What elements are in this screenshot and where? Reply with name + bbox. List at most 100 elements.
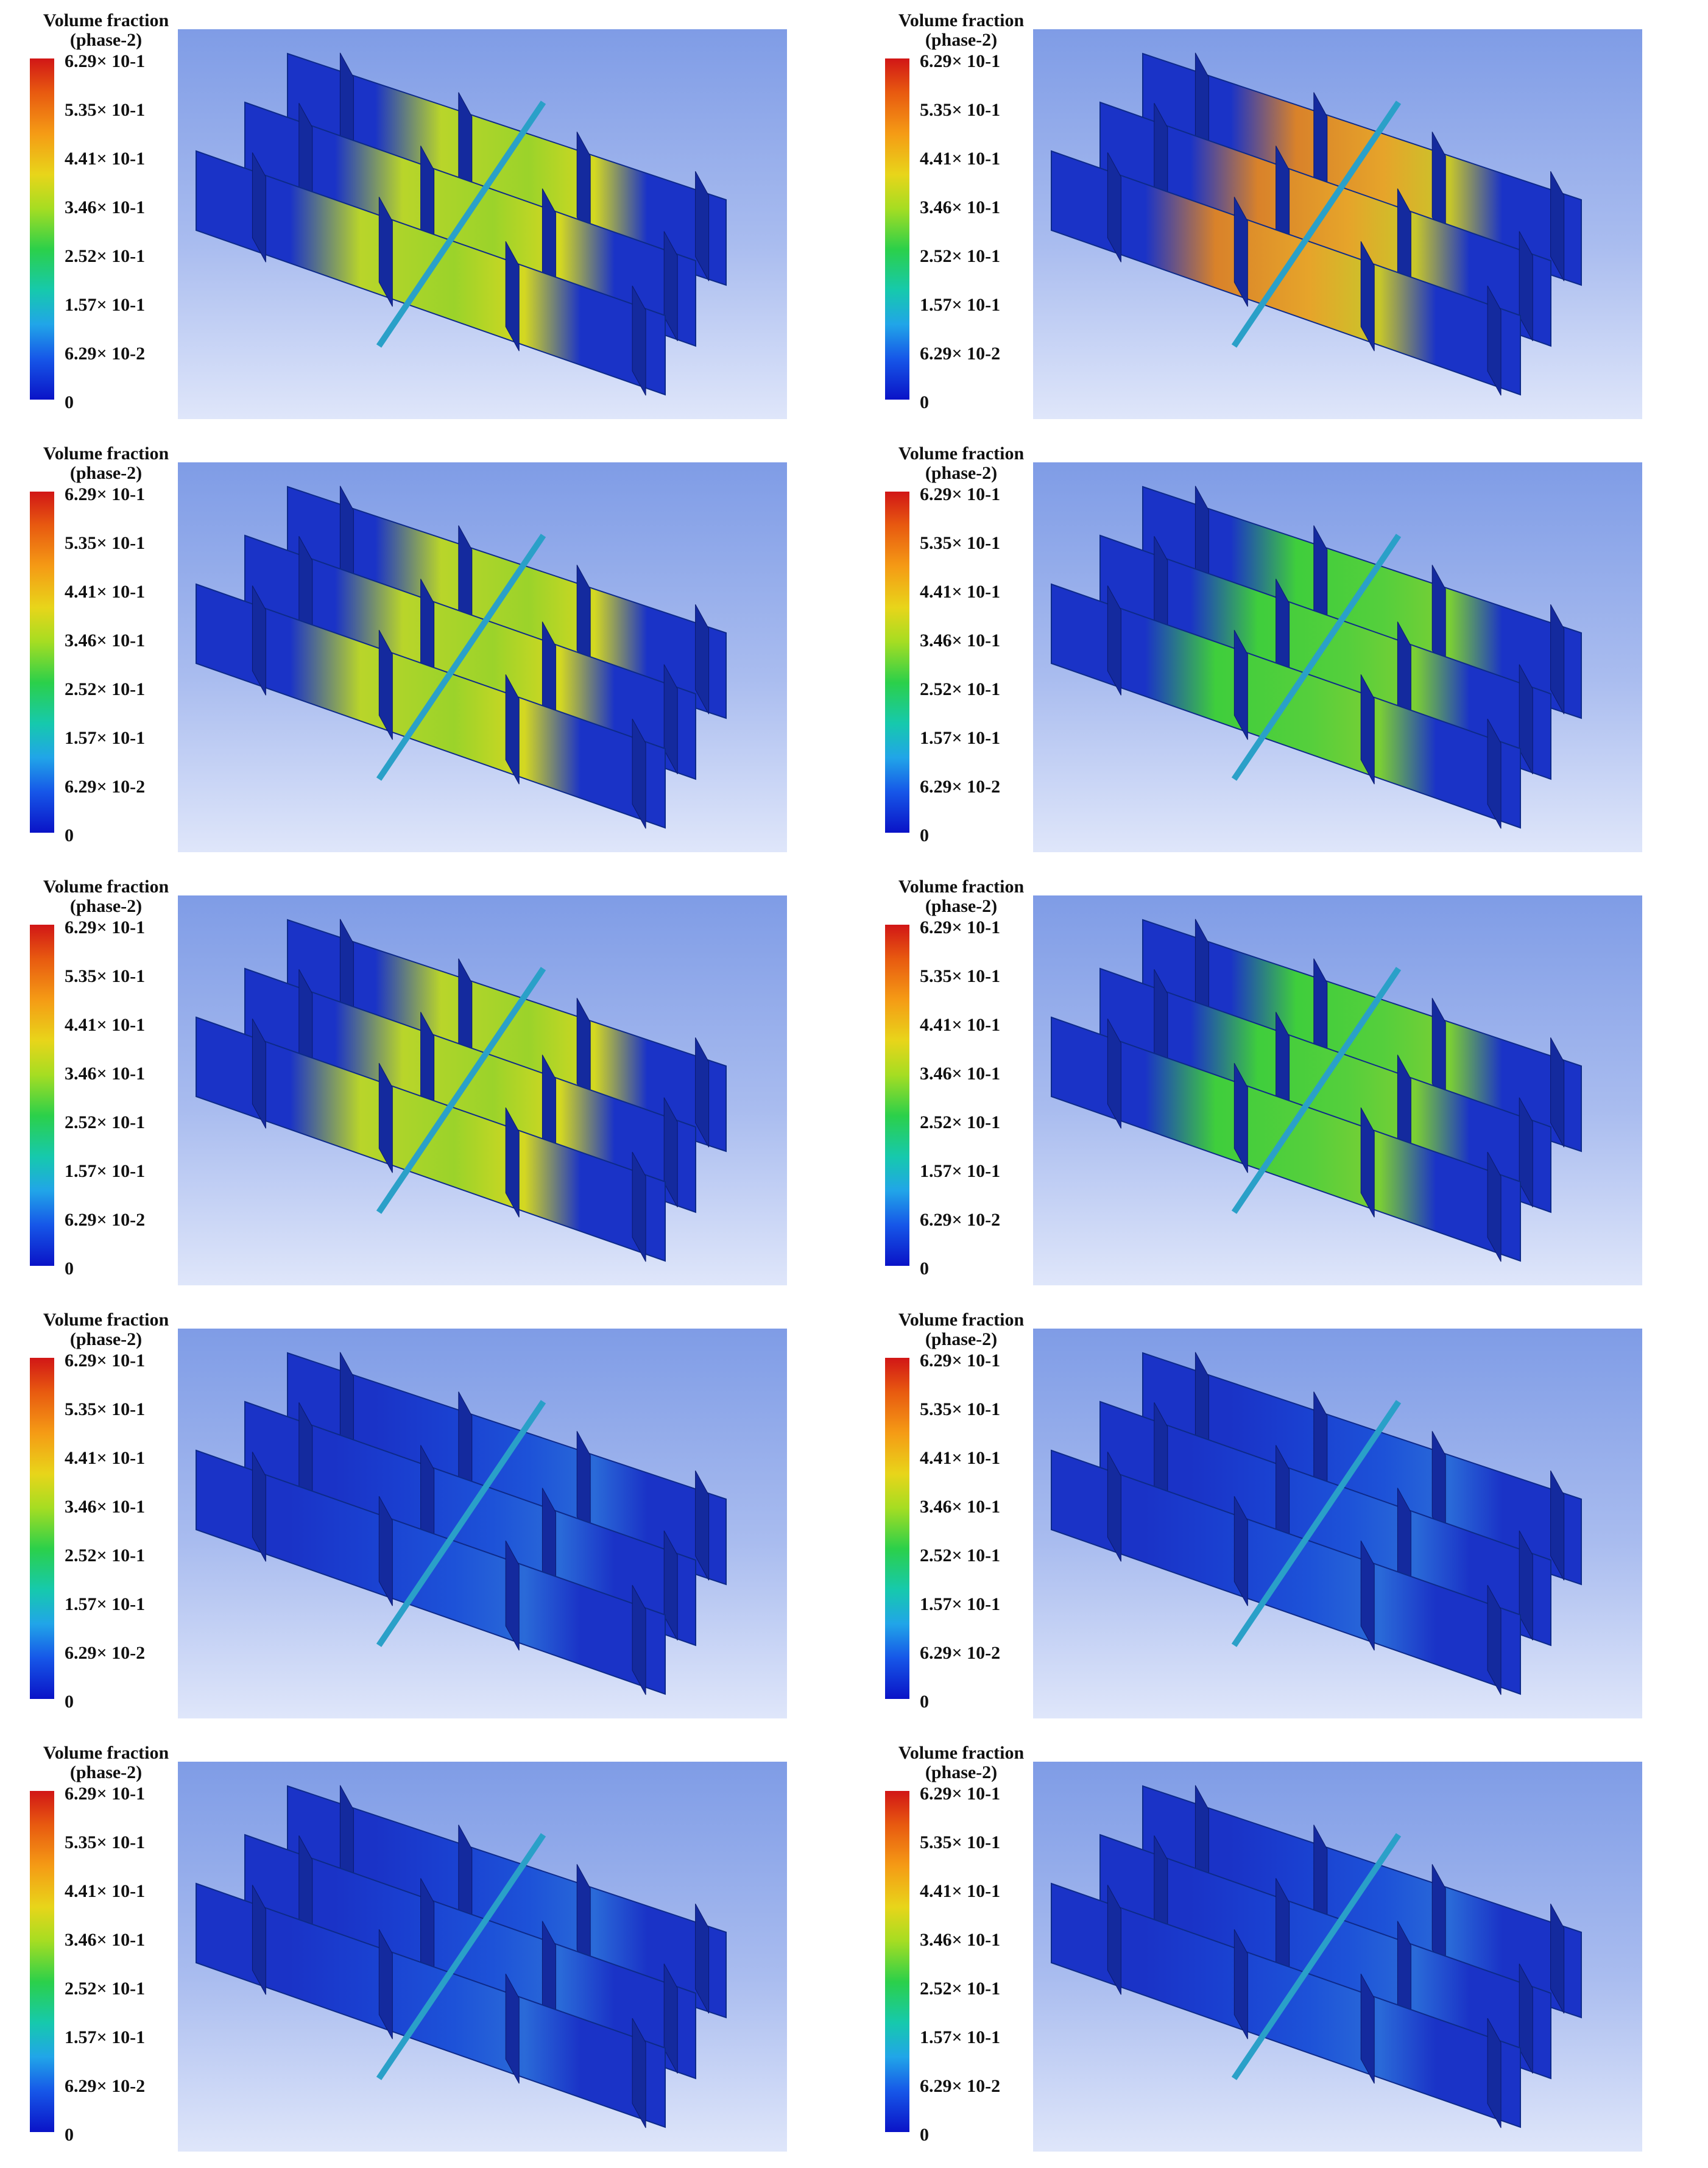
simulation-panel: Volume fraction (phase-2) 6.29× 10-1 5.35× … (855, 1732, 1708, 2166)
legend-title-line2: (phase-2) (69, 30, 143, 50)
colorbar-tick-label: 1.57× 10-1 (920, 2027, 1001, 2047)
colorbar-legend: Volume fraction (phase-2) 6.29× 10-1 5.35× … (9, 870, 173, 1290)
mixer-geometry (1051, 486, 1582, 829)
colorbar (30, 58, 54, 400)
mixer-geometry (1051, 919, 1582, 1262)
colorbar-legend: Volume fraction (phase-2) 6.29× 10-1 5.35× … (864, 4, 1028, 424)
colorbar-tick-label: 3.46× 10-1 (920, 1930, 1001, 1950)
baffle (695, 1903, 710, 2014)
baffle (252, 585, 266, 696)
colorbar-tick-label: 5.35× 10-1 (920, 100, 1001, 120)
baffle (1107, 1452, 1121, 1562)
colorbar-tick-label: 4.41× 10-1 (920, 1448, 1001, 1468)
colorbar-tick-label: 6.29× 10-2 (65, 1210, 146, 1230)
baffle (632, 718, 646, 829)
impeller-shaft (1231, 1833, 1402, 2080)
baffle (252, 1885, 266, 1995)
legend-title-line1: Volume fraction (898, 1743, 1025, 1763)
legend-title: Volume fraction (phase-2) (882, 11, 1040, 50)
baffle (1487, 2018, 1502, 2128)
colorbar-tick-label: 0 (65, 1692, 74, 1712)
colorbar (30, 1791, 54, 2132)
colorbar-tick-label: 1.57× 10-1 (65, 2027, 146, 2047)
colorbar (885, 925, 909, 1266)
legend-title-line1: Volume fraction (898, 10, 1025, 30)
baffle (1550, 604, 1565, 715)
baffle (1550, 1037, 1565, 1148)
colorbar-tick-label: 1.57× 10-1 (65, 728, 146, 748)
colorbar-tick-label: 2.52× 10-1 (920, 1112, 1001, 1132)
baffle (1519, 1963, 1533, 2074)
colorbar-tick-label: 5.35× 10-1 (920, 533, 1001, 553)
legend-title-line2: (phase-2) (69, 1762, 143, 1782)
colorbar-tick-label: 3.46× 10-1 (920, 197, 1001, 217)
legend-title-line1: Volume fraction (898, 443, 1025, 464)
impeller-shaft (376, 534, 546, 781)
colorbar-tick-label: 1.57× 10-1 (65, 1594, 146, 1614)
legend-title-line2: (phase-2) (925, 896, 998, 916)
baffle (505, 1973, 520, 2084)
baffle (632, 2018, 646, 2128)
colorbar-tick-label: 0 (920, 1259, 929, 1279)
legend-title-line1: Volume fraction (898, 1310, 1025, 1330)
baffle (663, 664, 678, 775)
colorbar-tick-label: 5.35× 10-1 (65, 100, 146, 120)
colorbar-tick-label: 1.57× 10-1 (65, 1161, 146, 1181)
contour-view (178, 29, 787, 419)
impeller-shaft (1231, 1400, 1402, 1647)
colorbar-tick-label: 6.29× 10-1 (65, 51, 146, 71)
colorbar-tick-label: 2.52× 10-1 (920, 246, 1001, 266)
colorbar-tick-label: 4.41× 10-1 (65, 582, 146, 602)
baffle (1233, 1929, 1248, 2039)
baffle (252, 152, 266, 263)
baffle (1360, 241, 1375, 351)
simulation-panel: Volume fraction (phase-2) 6.29× 10-1 5.35× … (855, 0, 1708, 433)
legend-title-line2: (phase-2) (925, 1762, 998, 1782)
colorbar-tick-label: 3.46× 10-1 (920, 1497, 1001, 1517)
simulation-panel: Volume fraction (phase-2) 6.29× 10-1 5.35× … (855, 866, 1708, 1299)
colorbar-tick-label: 6.29× 10-1 (65, 484, 146, 504)
legend-title-line2: (phase-2) (69, 463, 143, 483)
colorbar-tick-label: 6.29× 10-2 (920, 777, 1001, 797)
baffle (1519, 1097, 1533, 1208)
baffle (1233, 1063, 1248, 1173)
colorbar (885, 58, 909, 400)
simulation-panel: Volume fraction (phase-2) 6.29× 10-1 5.35× … (855, 433, 1708, 866)
baffle (378, 197, 393, 307)
baffle (1233, 630, 1248, 740)
baffle (1360, 1540, 1375, 1651)
colorbar-tick-label: 6.29× 10-2 (65, 2076, 146, 2096)
colorbar-tick-label: 6.29× 10-1 (920, 917, 1001, 937)
colorbar-tick-label: 3.46× 10-1 (65, 1064, 146, 1084)
colorbar-tick-label: 0 (920, 1692, 929, 1712)
baffle (505, 1107, 520, 1218)
colorbar-tick-label: 3.46× 10-1 (920, 1064, 1001, 1084)
colorbar-tick-label: 0 (920, 392, 929, 412)
baffle (632, 285, 646, 396)
colorbar-tick-label: 3.46× 10-1 (65, 1497, 146, 1517)
colorbar-tick-label: 2.52× 10-1 (65, 1112, 146, 1132)
simulation-panel: Volume fraction (phase-2) 6.29× 10-1 5.35× … (0, 1732, 853, 2166)
colorbar-tick-label: 0 (65, 825, 74, 846)
baffle (1519, 231, 1533, 342)
colorbar-tick-label: 6.29× 10-2 (920, 344, 1001, 364)
impeller-shaft (376, 1833, 546, 2080)
colorbar-tick-label: 5.35× 10-1 (65, 1832, 146, 1852)
baffle (663, 1097, 678, 1208)
baffle (1107, 585, 1121, 696)
impeller-shaft (376, 101, 546, 348)
colorbar-tick-label: 4.41× 10-1 (65, 1881, 146, 1901)
colorbar-tick-label: 0 (65, 2125, 74, 2145)
baffle (505, 1540, 520, 1651)
colorbar-legend: Volume fraction (phase-2) 6.29× 10-1 5.35× … (864, 1303, 1028, 1723)
baffle (1487, 285, 1502, 396)
baffle (1360, 1107, 1375, 1218)
mixer-geometry (196, 486, 727, 829)
colorbar-tick-label: 4.41× 10-1 (65, 1448, 146, 1468)
simulation-panel: Volume fraction (phase-2) 6.29× 10-1 5.35× … (0, 433, 853, 866)
colorbar-tick-label: 5.35× 10-1 (65, 966, 146, 986)
contour-view (1033, 1762, 1642, 2152)
legend-title: Volume fraction (phase-2) (27, 877, 185, 916)
baffle (663, 231, 678, 342)
baffle (378, 630, 393, 740)
